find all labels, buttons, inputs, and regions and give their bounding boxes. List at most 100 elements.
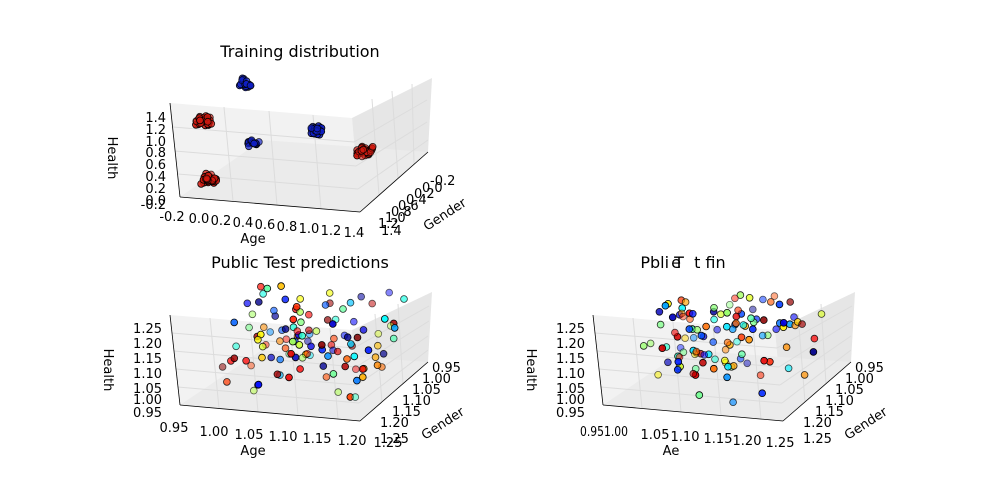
x-tick-label: 1.15 xyxy=(303,432,332,447)
scatter-point xyxy=(296,308,304,316)
scatter-point xyxy=(373,341,382,350)
scatter-point xyxy=(709,338,717,346)
scatter-point xyxy=(358,365,367,373)
y-tick-label: 1.15 xyxy=(392,405,421,420)
x-tick-label: 1.2 xyxy=(321,224,342,239)
y-tick-label: 1.05 xyxy=(412,383,441,398)
scatter-point xyxy=(330,334,338,343)
scatter-point xyxy=(390,324,399,332)
scatter-point xyxy=(247,361,255,370)
x-tick-label: -0.2 xyxy=(159,210,184,225)
scatter-point xyxy=(724,362,732,371)
scatter-point xyxy=(817,310,826,318)
x-tick-label: 0.951.00 xyxy=(580,425,628,440)
y-tick-label: 1.05 xyxy=(835,383,864,398)
y-tick-label: 1.20 xyxy=(803,416,832,431)
scatter-point xyxy=(734,306,742,315)
scatter-point xyxy=(319,362,328,370)
scatter-point xyxy=(295,341,304,349)
scatter-point xyxy=(723,308,731,317)
scatter-point xyxy=(739,321,748,329)
scatter-point xyxy=(329,370,338,378)
z-tick-label: 1.05 xyxy=(556,382,585,397)
scatter-point xyxy=(250,386,258,395)
scatter-point xyxy=(723,338,732,347)
scatter-point xyxy=(759,316,768,324)
z-axis-line xyxy=(169,314,181,406)
scatter-point xyxy=(267,353,276,362)
scatter-point xyxy=(353,376,361,385)
panel-training: Training distribution -0.2 0.0 0.2 0.4 0… xyxy=(104,42,470,247)
scatter-point xyxy=(254,298,263,306)
chart-title: Public Test predictions xyxy=(211,253,389,272)
scatter-point xyxy=(679,348,688,357)
scatter-point xyxy=(379,349,388,358)
scatter-point xyxy=(658,344,667,353)
scatter-point xyxy=(202,174,211,183)
grid xyxy=(594,303,853,420)
scatter-point xyxy=(266,328,275,336)
scatter-point xyxy=(385,288,394,297)
scatter-point xyxy=(721,345,730,354)
scatter-point xyxy=(389,334,398,343)
scatter-point xyxy=(312,327,321,335)
scatter-point xyxy=(250,139,258,148)
scatter-point xyxy=(722,322,731,331)
scatter-point xyxy=(758,389,766,398)
scatter-point xyxy=(317,341,326,349)
scatter-point xyxy=(713,325,721,334)
z-tick-label: 0.0 xyxy=(145,194,166,209)
z-tick-label: 1.4 xyxy=(145,111,166,126)
scatter-point xyxy=(646,339,655,348)
scatter-point xyxy=(232,342,240,351)
y-tick-label: 0.8 xyxy=(391,205,412,220)
scatter-point xyxy=(810,334,819,343)
x-tick-label: 1.25 xyxy=(374,436,403,451)
scatter-point xyxy=(293,327,302,335)
scatter-point xyxy=(756,371,765,380)
y-tick-label: 1.10 xyxy=(825,394,854,409)
z-axis-label: Health xyxy=(523,349,538,392)
scatter-point xyxy=(689,369,698,378)
scatter-point xyxy=(685,325,694,333)
scatter-point xyxy=(350,352,359,361)
scatter-point xyxy=(700,351,708,359)
scatter-point xyxy=(711,355,719,364)
z-tick-label: 1.0 xyxy=(145,135,166,150)
scatter-point xyxy=(254,335,262,344)
y-tick-label: 1.2 xyxy=(378,217,399,232)
x-axis-label: Ae xyxy=(663,444,680,459)
scatter-point xyxy=(359,145,368,154)
scatter-point xyxy=(380,315,389,323)
scatter-point xyxy=(743,359,751,368)
scatter-point xyxy=(693,325,701,334)
scatter-point xyxy=(770,292,779,300)
scatter-point xyxy=(218,363,227,371)
y-tick-label: 0.2 xyxy=(414,187,435,202)
scatter-point xyxy=(281,325,290,333)
scatter-point xyxy=(334,388,343,396)
scatter-point xyxy=(747,314,755,323)
scatter-point xyxy=(259,290,267,298)
z-axis-label: Health xyxy=(104,137,119,180)
x-tick-label: 1.05 xyxy=(641,428,670,443)
scatter-point xyxy=(800,371,809,379)
scatter-points xyxy=(639,291,826,407)
scatter-point xyxy=(748,325,757,334)
scatter-point xyxy=(349,317,358,326)
scatter-point xyxy=(656,320,665,329)
y-tick-label: 0.4 xyxy=(406,193,427,208)
scatter-point xyxy=(296,295,305,303)
x-axis-label: Age xyxy=(240,232,265,247)
scatter-point xyxy=(259,323,268,332)
scatter-point xyxy=(674,357,683,366)
z-tick-label: 1.05 xyxy=(133,382,162,397)
scatter-point xyxy=(276,355,285,364)
scatter-point xyxy=(731,294,739,303)
z-tick-label: 0.6 xyxy=(145,158,166,173)
chart-title-overprint: e xyxy=(671,253,681,272)
scatter-point xyxy=(357,292,366,301)
scatter-point xyxy=(364,346,373,355)
y-axis-line xyxy=(359,361,429,422)
chart-title: Training distribution xyxy=(219,42,379,61)
